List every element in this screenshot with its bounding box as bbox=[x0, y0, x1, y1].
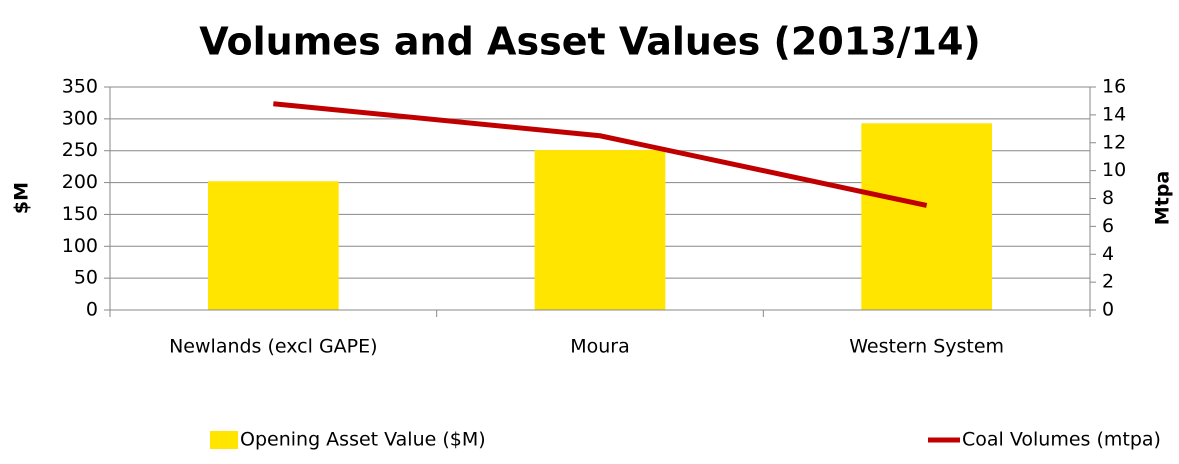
chart-title: Volumes and Asset Values (2013/14) bbox=[199, 20, 981, 64]
y-tick-label: 300 bbox=[62, 107, 98, 129]
legend-swatch bbox=[210, 431, 238, 449]
y2-tick-label: 12 bbox=[1102, 131, 1126, 153]
line bbox=[273, 101, 928, 208]
x-tick-label: Newlands (excl GAPE) bbox=[169, 336, 377, 358]
y-tick-label: 250 bbox=[62, 139, 98, 161]
y-tick-label: 150 bbox=[62, 203, 98, 225]
y2-tick-label: 14 bbox=[1102, 103, 1126, 125]
y2-tick-label: 16 bbox=[1102, 76, 1126, 98]
y2-tick-label: 4 bbox=[1102, 243, 1114, 265]
legend-label: Opening Asset Value ($M) bbox=[240, 429, 486, 451]
bar bbox=[534, 150, 666, 310]
y-tick-label: 200 bbox=[62, 171, 98, 193]
y2-tick-label: 0 bbox=[1102, 299, 1114, 321]
y-axis-title: $M bbox=[11, 182, 33, 214]
y2-tick-label: 8 bbox=[1102, 187, 1114, 209]
y-tick-label: 100 bbox=[62, 235, 98, 257]
y-tick-label: 50 bbox=[74, 267, 98, 289]
bar bbox=[208, 181, 339, 310]
x-tick-label: Western System bbox=[849, 336, 1004, 358]
y-tick-label: 0 bbox=[86, 299, 98, 321]
bar bbox=[861, 123, 992, 311]
y-tick-label: 350 bbox=[62, 76, 98, 98]
y2-tick-label: 10 bbox=[1102, 159, 1126, 181]
y2-axis-title: Mtpa bbox=[1152, 171, 1174, 225]
x-tick-label: Moura bbox=[570, 336, 630, 358]
legend-label: Coal Volumes (mtpa) bbox=[962, 429, 1161, 451]
y2-tick-label: 2 bbox=[1102, 271, 1114, 293]
y2-tick-label: 6 bbox=[1102, 215, 1114, 237]
